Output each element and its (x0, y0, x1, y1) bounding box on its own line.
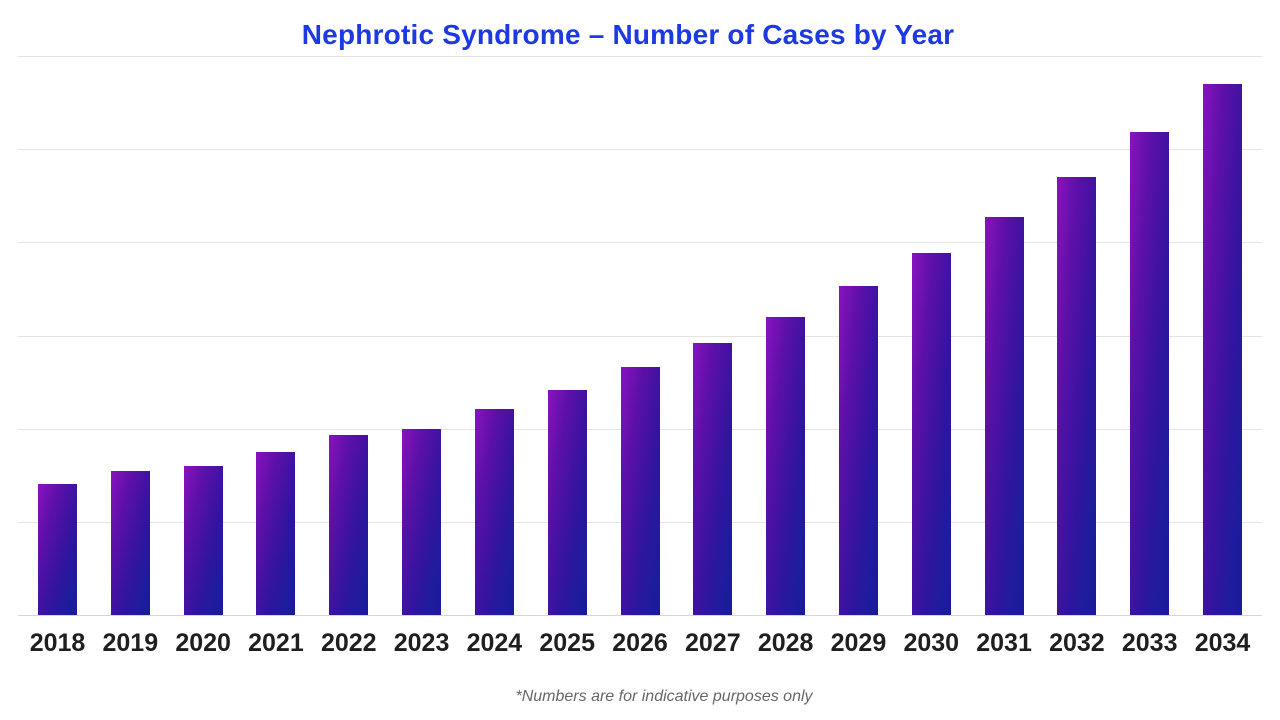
bar-2021 (256, 451, 296, 615)
bar-slot-2031: 2031 (976, 56, 1032, 657)
gridline-y400 (18, 242, 1262, 244)
x-tick-label-2031: 2031 (976, 629, 1032, 657)
x-tick-label-2023: 2023 (393, 629, 450, 657)
x-tick-label-2032: 2032 (1049, 629, 1105, 657)
bar-slot-2019: 2019 (103, 56, 158, 657)
x-tick-label-2022: 2022 (320, 629, 377, 657)
x-tick-label-2030: 2030 (903, 629, 960, 657)
bar-2026 (620, 367, 660, 615)
bar-slot-2027: 2027 (685, 56, 741, 657)
gridline-y600 (18, 56, 1262, 57)
bar-2033 (1130, 132, 1170, 615)
plot-area: 2018 2019 2020 2021 2022 2023 2024 2025 2026 2027… (18, 56, 1262, 657)
bar-slot-2033: 2033 (1122, 56, 1178, 657)
bar-2028 (766, 316, 806, 615)
x-tick-label-2025: 2025 (539, 629, 595, 657)
x-tick-label-2034: 2034 (1194, 629, 1251, 657)
bar-slot-2026: 2026 (612, 56, 668, 657)
bar-slot-2034: 2034 (1195, 56, 1250, 657)
bar-2030 (911, 252, 951, 615)
x-tick-label-2028: 2028 (757, 629, 814, 657)
bar-slot-2025: 2025 (539, 56, 595, 657)
bar-slot-2030: 2030 (903, 56, 959, 657)
bar-slot-2029: 2029 (831, 56, 886, 657)
bar-slot-2023: 2023 (394, 56, 449, 657)
bar-2025 (547, 389, 587, 615)
x-tick-label-2021: 2021 (248, 629, 304, 657)
chart-footnote: *Numbers are for indicative purposes onl… (515, 688, 813, 705)
bar-slot-2018: 2018 (30, 56, 85, 657)
bar-2020 (183, 465, 223, 615)
bar-2032 (1057, 177, 1097, 615)
bar-2019 (110, 470, 150, 615)
chart-title: Nephrotic Syndrome – Number of Cases by … (301, 19, 955, 50)
bar-slot-2021: 2021 (248, 56, 304, 657)
bar-slot-2024: 2024 (467, 56, 522, 657)
bar-2018 (38, 483, 77, 615)
x-tick-label-2027: 2027 (685, 629, 741, 657)
gridline-y300 (18, 335, 1262, 337)
bar-2034 (1203, 83, 1242, 615)
x-axis-baseline (18, 615, 1262, 616)
bars-row: 2018 2019 2020 2021 2022 2023 2024 2025 2026 2027… (18, 56, 1262, 657)
bar-2024 (474, 409, 514, 615)
x-tick-label-2026: 2026 (612, 629, 668, 657)
bar-2027 (693, 342, 733, 615)
x-tick-label-2020: 2020 (175, 629, 231, 657)
gridline-y500 (18, 149, 1262, 151)
bar-2022 (329, 435, 369, 615)
bar-2031 (984, 217, 1024, 615)
x-tick-label-2019: 2019 (102, 629, 159, 657)
bar-2029 (838, 286, 878, 615)
x-tick-label-2024: 2024 (466, 629, 523, 657)
x-tick-label-2018: 2018 (29, 629, 86, 657)
bar-slot-2028: 2028 (758, 56, 813, 657)
bar-slot-2032: 2032 (1049, 56, 1105, 657)
bar-slot-2022: 2022 (321, 56, 377, 657)
bar-2023 (402, 428, 442, 615)
bar-slot-2020: 2020 (175, 56, 231, 657)
x-tick-label-2029: 2029 (830, 629, 887, 657)
x-tick-label-2033: 2033 (1121, 629, 1178, 657)
